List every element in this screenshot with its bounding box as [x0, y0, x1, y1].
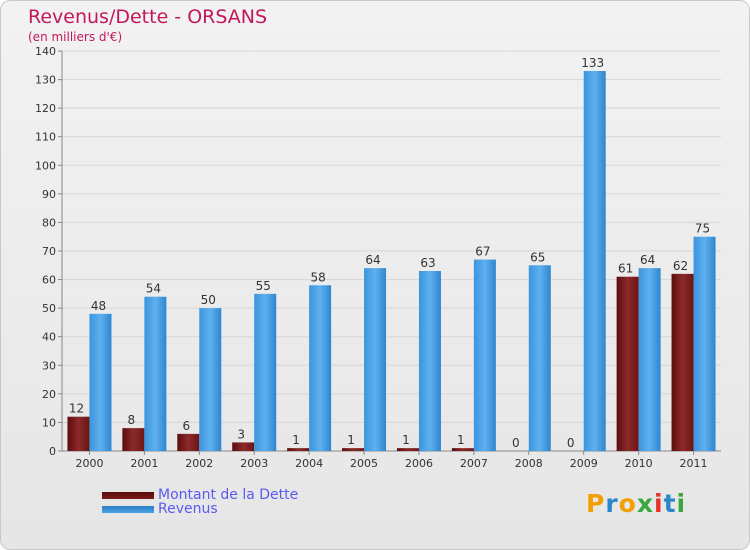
x-tick-label: 2009: [570, 457, 598, 470]
data-label-revenue: 54: [146, 282, 161, 296]
bar-debt: [451, 448, 474, 451]
data-label-debt: 12: [69, 402, 84, 416]
x-tick-label: 2011: [680, 457, 708, 470]
bar-debt: [177, 433, 200, 451]
legend-label-revenue: Revenus: [158, 501, 218, 517]
bar-debt: [67, 416, 90, 451]
x-tick-label: 2003: [240, 457, 268, 470]
y-tick-label: 80: [42, 216, 56, 229]
legend-label-debt: Montant de la Dette: [158, 487, 299, 503]
bar-revenue: [638, 268, 661, 451]
bar-debt: [396, 448, 419, 451]
legend-item-revenue: Revenus: [102, 501, 218, 517]
data-label-debt: 6: [182, 419, 190, 433]
y-tick-label: 40: [42, 331, 56, 344]
y-tick-label: 140: [35, 45, 56, 58]
data-label-debt: 0: [567, 436, 575, 450]
chart-title: Revenus/Dette - ORSANS: [28, 6, 268, 28]
bar-debt: [616, 276, 639, 451]
bar-revenue: [309, 285, 332, 451]
data-label-revenue: 55: [256, 279, 271, 293]
x-tick-label: 2010: [625, 457, 653, 470]
data-label-debt: 61: [618, 262, 633, 276]
bar-revenue: [418, 271, 441, 451]
data-label-revenue: 64: [365, 253, 380, 267]
data-label-revenue: 48: [91, 299, 106, 313]
logo-letter: i: [676, 489, 687, 518]
legend-swatch-debt: [102, 491, 154, 499]
x-tick-label: 2002: [185, 457, 213, 470]
data-label-revenue: 63: [420, 256, 435, 270]
y-tick-label: 20: [42, 388, 56, 401]
y-tick-label: 0: [49, 445, 56, 458]
y-tick-label: 90: [42, 188, 56, 201]
data-label-revenue: 133: [581, 56, 604, 70]
data-label-debt: 1: [292, 433, 300, 447]
bar-revenue: [528, 265, 551, 451]
logo-letter: r: [605, 489, 619, 518]
y-tick-label: 100: [35, 159, 56, 172]
x-tick-label: 2005: [350, 457, 378, 470]
x-tick-label: 2000: [75, 457, 103, 470]
y-tick-label: 60: [42, 274, 56, 287]
y-tick-label: 120: [35, 102, 56, 115]
data-label-debt: 8: [128, 413, 136, 427]
bar-debt: [232, 442, 255, 451]
bar-revenue: [199, 308, 222, 451]
data-label-revenue: 58: [310, 270, 325, 284]
bar-revenue: [583, 71, 606, 451]
bar-revenue: [254, 293, 277, 451]
y-tick-label: 10: [42, 416, 56, 429]
data-label-debt: 1: [457, 433, 465, 447]
logo-letter: P: [586, 489, 606, 518]
data-label-debt: 3: [237, 427, 245, 441]
data-label-debt: 1: [402, 433, 410, 447]
bar-revenue: [144, 296, 167, 451]
y-tick-label: 50: [42, 302, 56, 315]
bar-revenue: [473, 259, 496, 451]
data-label-debt: 1: [347, 433, 355, 447]
data-label-revenue: 75: [695, 222, 710, 236]
data-label-revenue: 65: [530, 250, 545, 264]
bar-debt: [287, 448, 310, 451]
logo-letter: t: [663, 489, 677, 518]
legend-swatch-revenue: [102, 505, 154, 513]
data-label-revenue: 50: [201, 293, 216, 307]
bar-debt: [122, 428, 145, 451]
bar-revenue: [89, 313, 112, 451]
bar-debt: [342, 448, 365, 451]
data-label-revenue: 67: [475, 245, 490, 259]
bar-revenue: [364, 268, 387, 451]
x-tick-label: 2004: [295, 457, 323, 470]
bar-debt: [671, 273, 694, 451]
legend-item-debt: Montant de la Dette: [102, 487, 298, 503]
data-label-revenue: 64: [640, 253, 655, 267]
chart-subtitle: (en milliers d'€): [28, 30, 123, 44]
data-label-debt: 0: [512, 436, 520, 450]
data-label-debt: 62: [673, 259, 688, 273]
y-tick-label: 130: [35, 74, 56, 87]
logo-letter: o: [618, 489, 637, 518]
y-tick-label: 70: [42, 245, 56, 258]
x-tick-label: 2007: [460, 457, 488, 470]
x-tick-label: 2008: [515, 457, 543, 470]
y-tick-label: 30: [42, 359, 56, 372]
proxiti-logo: Proxiti: [586, 489, 686, 518]
logo-letter: x: [636, 489, 654, 518]
x-tick-label: 2006: [405, 457, 433, 470]
y-tick-label: 110: [35, 131, 56, 144]
bar-revenue: [693, 236, 716, 451]
logo-letter: i: [654, 489, 664, 518]
x-tick-label: 2001: [130, 457, 158, 470]
